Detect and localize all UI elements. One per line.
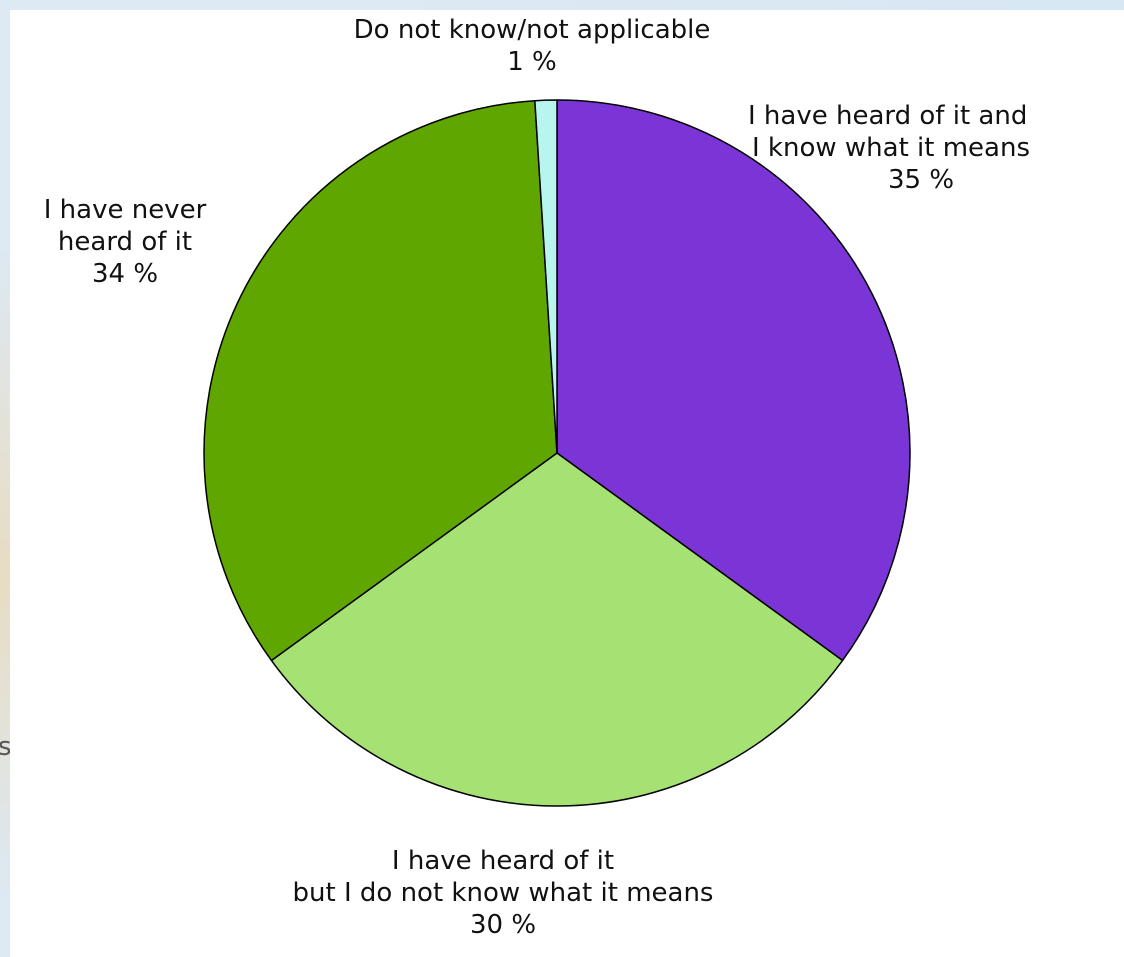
slice-heard-and-know <box>556 99 911 662</box>
slice-label-never-heard: I have never heard of it 34 % <box>0 194 250 290</box>
slice-label-line1: I have heard of it <box>391 846 615 876</box>
slice-value-label: 35 % <box>888 165 955 195</box>
slice-label-heard-not-know: I have heard of it but I do not know wha… <box>203 845 803 941</box>
slice-do-not-know <box>534 99 558 454</box>
slice-label-line1: I have never <box>43 195 207 225</box>
slice-label-line2: I know what it means <box>752 133 1031 163</box>
slice-label-line1: Do not know/not applicable <box>353 15 711 45</box>
slice-value-label: 1 % <box>507 47 557 77</box>
background-text: s <box>0 732 12 762</box>
slice-value-label: 30 % <box>469 910 537 940</box>
slice-label-line2: but I do not know what it means <box>292 878 714 908</box>
slice-label-heard-and-know: I have heard of it and I know what it me… <box>748 100 1124 196</box>
slice-value-label: 34 % <box>91 259 159 289</box>
slice-never-heard <box>203 99 558 662</box>
slice-label-line1: I have heard of it and <box>748 101 1028 131</box>
slice-label-line2: heard of it <box>57 227 193 257</box>
slice-label-do-not-know: Do not know/not applicable 1 % <box>232 14 832 78</box>
slice-heard-not-know <box>270 452 844 807</box>
